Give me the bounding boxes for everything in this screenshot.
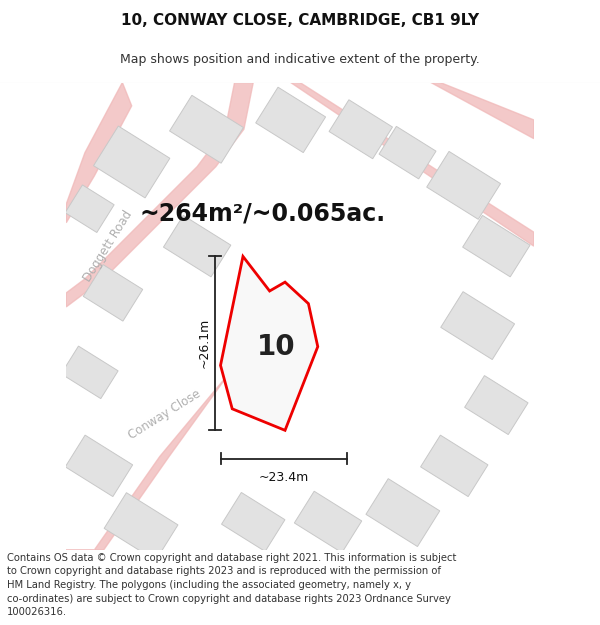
- Polygon shape: [431, 82, 534, 139]
- Text: 10, CONWAY CLOSE, CAMBRIDGE, CB1 9LY: 10, CONWAY CLOSE, CAMBRIDGE, CB1 9LY: [121, 13, 479, 28]
- Polygon shape: [221, 256, 318, 431]
- Polygon shape: [61, 346, 118, 399]
- Polygon shape: [290, 82, 534, 246]
- Polygon shape: [66, 82, 253, 307]
- Polygon shape: [66, 82, 132, 222]
- Polygon shape: [65, 435, 133, 497]
- Polygon shape: [421, 435, 488, 497]
- Polygon shape: [441, 292, 515, 359]
- Polygon shape: [66, 372, 230, 550]
- Polygon shape: [427, 151, 500, 219]
- Polygon shape: [65, 185, 114, 232]
- Polygon shape: [256, 88, 326, 152]
- Polygon shape: [329, 100, 392, 159]
- Polygon shape: [464, 376, 528, 434]
- Polygon shape: [379, 126, 436, 179]
- Polygon shape: [463, 216, 530, 277]
- Text: Doggett Road: Doggett Road: [81, 208, 136, 284]
- Polygon shape: [221, 492, 285, 551]
- Polygon shape: [94, 126, 170, 198]
- Text: Conway Close: Conway Close: [126, 387, 203, 442]
- Text: ~264m²/~0.065ac.: ~264m²/~0.065ac.: [140, 201, 386, 226]
- Text: ~26.1m: ~26.1m: [197, 318, 211, 369]
- Text: ~23.4m: ~23.4m: [259, 471, 309, 484]
- Polygon shape: [366, 479, 440, 546]
- Polygon shape: [295, 491, 362, 552]
- Polygon shape: [163, 216, 231, 277]
- Text: Map shows position and indicative extent of the property.: Map shows position and indicative extent…: [120, 53, 480, 66]
- Text: Contains OS data © Crown copyright and database right 2021. This information is : Contains OS data © Crown copyright and d…: [7, 552, 457, 617]
- Polygon shape: [170, 95, 244, 163]
- Polygon shape: [104, 492, 178, 561]
- Polygon shape: [83, 264, 143, 321]
- Text: 10: 10: [256, 332, 295, 361]
